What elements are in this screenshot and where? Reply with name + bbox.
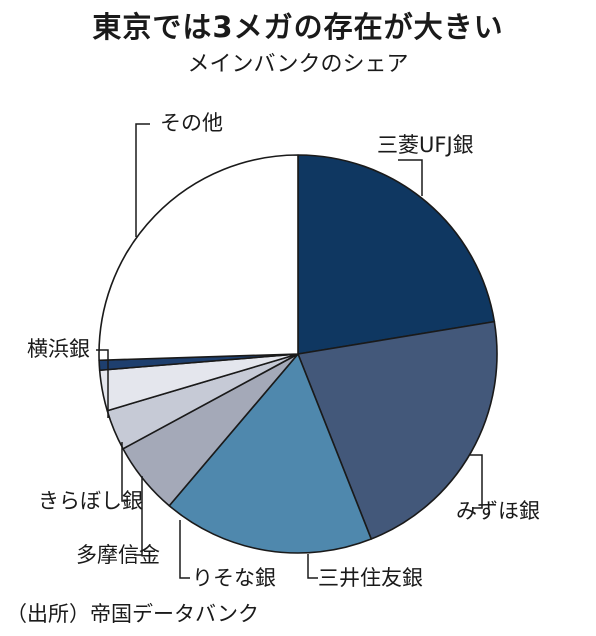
- slice-label-7: その他: [160, 111, 223, 135]
- leader-line-6: [96, 349, 109, 418]
- slice-label-1: みずほ銀: [456, 499, 540, 523]
- chart-subtitle: メインバンクのシェア: [187, 52, 409, 77]
- pie-slice-0: [297, 154, 496, 355]
- leader-lines: [96, 123, 483, 579]
- slice-label-2: 三井住友銀: [318, 566, 423, 590]
- leader-line-2: [307, 554, 318, 579]
- slice-label-6: 横浜銀: [27, 337, 90, 361]
- source-note: （出所）帝国データバンク: [6, 602, 260, 626]
- pie-slice-1: [297, 320, 498, 540]
- leader-line-5: [121, 442, 128, 502]
- slice-label-5: きらぼし銀: [38, 489, 143, 513]
- leader-line-3: [179, 520, 190, 579]
- slice-label-0: 三菱UFJ銀: [377, 133, 474, 157]
- leader-line-1: [470, 454, 483, 509]
- pie-slice-2: [168, 353, 373, 554]
- leader-line-0: [398, 159, 423, 196]
- pie-slice-7: [98, 154, 299, 362]
- chart-title: 東京では3メガの存在が大きい: [92, 10, 504, 44]
- slice-label-4: 多摩信金: [76, 543, 160, 567]
- leader-line-7: [135, 123, 150, 237]
- pie-slices: [98, 154, 498, 554]
- leader-line-4: [134, 476, 143, 556]
- slice-label-3: りそな銀: [192, 566, 276, 590]
